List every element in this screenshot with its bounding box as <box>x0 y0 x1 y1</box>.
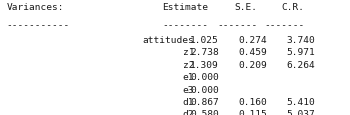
Text: -----------: ----------- <box>6 21 70 30</box>
Text: 0.459: 0.459 <box>238 48 267 57</box>
Text: e1: e1 <box>183 73 194 82</box>
Text: 0.000: 0.000 <box>190 85 219 94</box>
Text: d2: d2 <box>183 109 194 115</box>
Text: 3.740: 3.740 <box>286 36 315 45</box>
Text: 0.580: 0.580 <box>190 109 219 115</box>
Text: 6.264: 6.264 <box>286 60 315 69</box>
Text: 5.410: 5.410 <box>286 97 315 106</box>
Text: 5.971: 5.971 <box>286 48 315 57</box>
Text: 0.000: 0.000 <box>190 73 219 82</box>
Text: S.E.: S.E. <box>234 3 257 12</box>
Text: C.R.: C.R. <box>281 3 304 12</box>
Text: 1.025: 1.025 <box>190 36 219 45</box>
Text: -------: ------- <box>217 21 257 30</box>
Text: 2.738: 2.738 <box>190 48 219 57</box>
Text: 0.115: 0.115 <box>238 109 267 115</box>
Text: e3: e3 <box>183 85 194 94</box>
Text: Variances:: Variances: <box>6 3 64 12</box>
Text: z1: z1 <box>183 48 194 57</box>
Text: attitudes: attitudes <box>142 36 194 45</box>
Text: 5.037: 5.037 <box>286 109 315 115</box>
Text: 0.867: 0.867 <box>190 97 219 106</box>
Text: Estimate: Estimate <box>162 3 208 12</box>
Text: 0.160: 0.160 <box>238 97 267 106</box>
Text: -------: ------- <box>264 21 304 30</box>
Text: 0.209: 0.209 <box>238 60 267 69</box>
Text: 1.309: 1.309 <box>190 60 219 69</box>
Text: d1: d1 <box>183 97 194 106</box>
Text: --------: -------- <box>162 21 208 30</box>
Text: z2: z2 <box>183 60 194 69</box>
Text: 0.274: 0.274 <box>238 36 267 45</box>
